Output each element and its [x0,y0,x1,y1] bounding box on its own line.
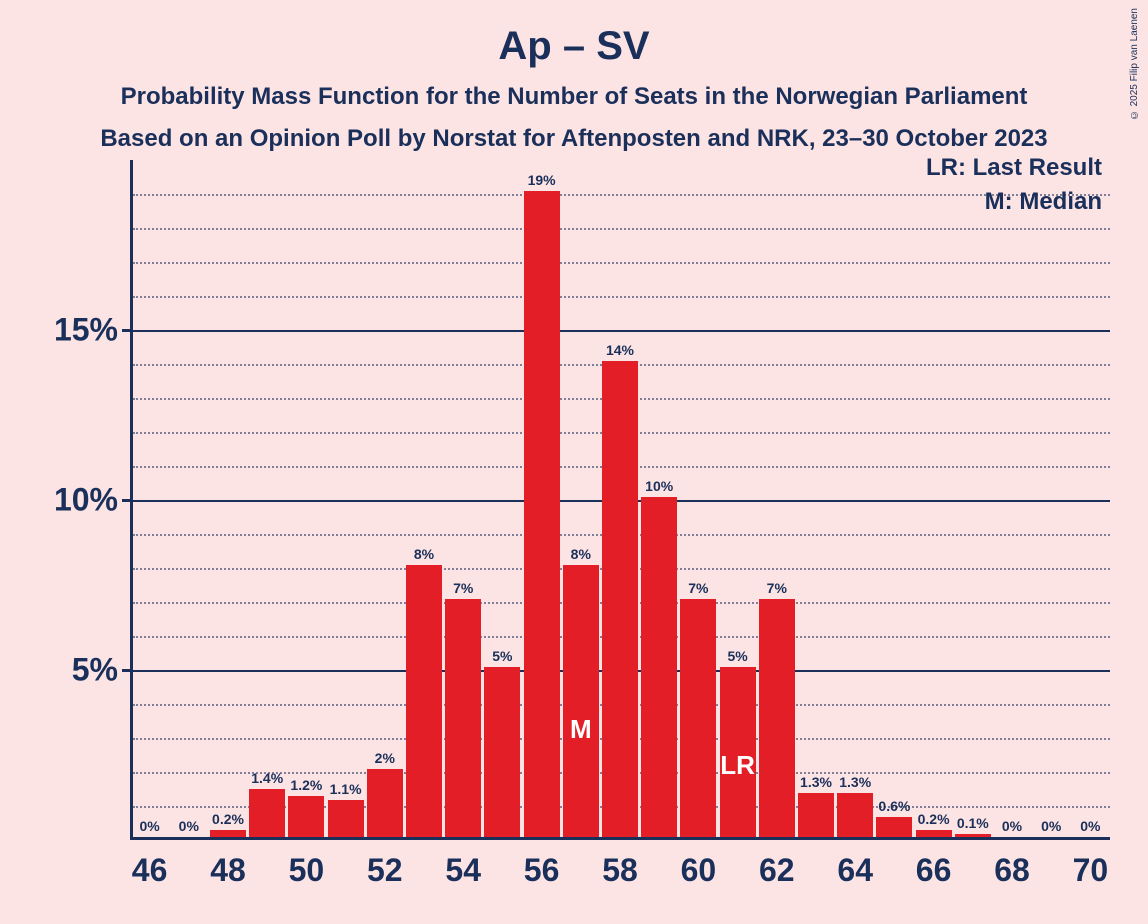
copyright-text: © 2025 Filip van Laenen [1129,8,1140,120]
legend-last-result: LR: Last Result [926,154,1102,182]
bar [210,830,246,837]
bar-value-label: 7% [688,580,708,596]
y-tick [122,499,130,502]
gridline-minor [133,228,1110,230]
bar [955,834,991,837]
x-tick-label: 52 [367,852,403,889]
x-tick-label: 54 [445,852,481,889]
y-tick-label: 10% [54,482,118,519]
bar-value-label: 7% [767,580,787,596]
bar [876,817,912,837]
bar [641,497,677,837]
bar [406,565,442,837]
x-tick-label: 56 [524,852,560,889]
bar-value-label: 5% [492,648,512,664]
bar-marker-label: M [570,714,592,745]
bar-value-label: 0% [179,818,199,834]
y-tick-label: 5% [72,652,118,689]
legend-median: M: Median [985,188,1102,216]
bar [680,599,716,837]
gridline-minor [133,194,1110,196]
bar-value-label: 0.1% [957,815,989,831]
x-tick-label: 64 [837,852,873,889]
x-tick-label: 66 [916,852,952,889]
y-tick [122,669,130,672]
bar [367,769,403,837]
bar-value-label: 0.2% [212,811,244,827]
chart-plot-area: 5%10%15%464850525456586062646668700%0%0.… [130,160,1110,840]
x-tick-label: 46 [132,852,168,889]
bar-value-label: 19% [528,172,556,188]
y-tick-label: 15% [54,312,118,349]
bar [328,800,364,837]
bar-value-label: 0% [1080,818,1100,834]
chart-subtitle-1: Probability Mass Function for the Number… [0,83,1148,111]
bar-value-label: 8% [571,546,591,562]
bar-value-label: 8% [414,546,434,562]
x-axis [130,837,1110,840]
x-tick-label: 68 [994,852,1030,889]
bar [759,599,795,837]
bar-value-label: 0% [1041,818,1061,834]
x-tick-label: 60 [681,852,717,889]
bar [916,830,952,837]
bar-value-label: 7% [453,580,473,596]
chart-title: Ap – SV [0,0,1148,69]
gridline-minor [133,296,1110,298]
bar [484,667,520,837]
bar-value-label: 10% [645,478,673,494]
bar [798,793,834,837]
bar-value-label: 0.2% [918,811,950,827]
bar-value-label: 1.3% [800,774,832,790]
bar-marker-label: LR [720,750,755,781]
bar [288,796,324,837]
bar [249,789,285,837]
gridline-minor [133,262,1110,264]
x-tick-label: 48 [210,852,246,889]
bar [837,793,873,837]
x-tick-label: 58 [602,852,638,889]
chart-subtitle-2: Based on an Opinion Poll by Norstat for … [0,125,1148,153]
bar-value-label: 0% [139,818,159,834]
bar-value-label: 1.4% [251,770,283,786]
bar-value-label: 1.1% [330,781,362,797]
bar-value-label: 0.6% [878,798,910,814]
x-tick-label: 62 [759,852,795,889]
bar [602,361,638,837]
bar [563,565,599,837]
x-tick-label: 70 [1073,852,1109,889]
bar-value-label: 1.3% [839,774,871,790]
bar-value-label: 5% [727,648,747,664]
bar [524,191,560,837]
y-tick [122,329,130,332]
bar-value-label: 1.2% [290,777,322,793]
gridline-major [133,330,1110,332]
bar-value-label: 14% [606,342,634,358]
bar-value-label: 2% [375,750,395,766]
bar-value-label: 0% [1002,818,1022,834]
x-tick-label: 50 [289,852,325,889]
bar [445,599,481,837]
